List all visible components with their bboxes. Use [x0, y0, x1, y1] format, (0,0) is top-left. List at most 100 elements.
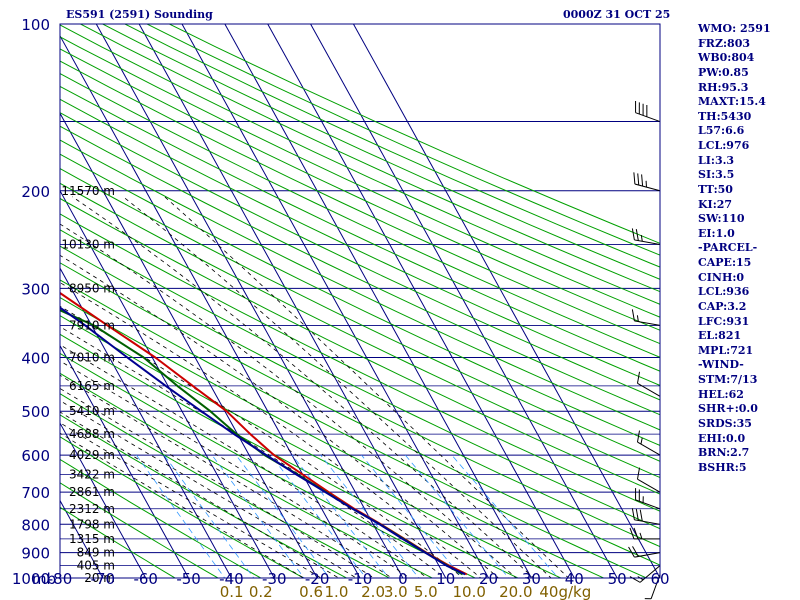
- index-stat: CAPE:15: [698, 256, 752, 269]
- isotherm-grid: [0, 24, 660, 578]
- temperature-tick-label: -60: [133, 570, 158, 588]
- index-stat: SHR+:0.0: [698, 402, 758, 416]
- index-stat: TT:50: [698, 182, 733, 196]
- temperature-tick-label: -10: [348, 570, 373, 588]
- barb-flag: [632, 546, 639, 557]
- barb-flag: [633, 172, 636, 185]
- index-stat: -WIND-: [698, 358, 744, 372]
- dry-adiabat: [60, 414, 348, 578]
- dry-adiabat: [60, 24, 660, 305]
- wind-barb: [636, 467, 661, 493]
- temperature-tick-label: -20: [305, 570, 330, 588]
- temperature-tick-label: 20: [479, 570, 498, 588]
- barb-flag: [635, 508, 639, 521]
- index-stat: TH:5430: [698, 109, 752, 123]
- index-stat: HEL:62: [698, 387, 744, 401]
- barb-flag: [637, 173, 640, 186]
- barb-staff: [637, 382, 661, 397]
- mixing-ratio-label: 20.0: [499, 583, 532, 600]
- barb-flag: [631, 508, 635, 520]
- height-label: 3422 m: [69, 467, 115, 481]
- moist-adiabat: [60, 400, 358, 578]
- dry-adiabat: [60, 315, 562, 578]
- index-stat: SW:110: [698, 212, 745, 226]
- barb-flag: [633, 527, 639, 540]
- index-stat: SRDS:35: [698, 416, 752, 430]
- mixing-ratio-label: 0.1: [220, 583, 244, 600]
- dry-adiabat: [60, 245, 660, 548]
- isotherm-line: [0, 24, 17, 578]
- dry-adiabat: [101, 24, 660, 280]
- moist-adiabat: [60, 387, 375, 578]
- barb-staff: [635, 112, 661, 123]
- barb-half-flag: [636, 315, 639, 322]
- height-label: 20 m: [84, 571, 115, 585]
- height-label: 11570 m: [61, 184, 115, 198]
- dry-adiabat: [60, 482, 219, 578]
- pressure-tick-label: 600: [21, 447, 50, 465]
- moist-adiabat: [164, 196, 570, 578]
- temperature-tick-label: -80: [48, 570, 73, 588]
- dry-adiabat: [60, 458, 262, 578]
- barb-staff: [639, 565, 661, 583]
- barb-flag: [636, 371, 641, 384]
- barb-staff: [635, 499, 661, 510]
- index-stat: BRN:2.7: [698, 446, 750, 460]
- wind-barb: [633, 172, 661, 192]
- index-stat: WB0:804: [698, 51, 755, 65]
- dry-adiabat: [79, 24, 660, 293]
- height-label: 6165 m: [69, 379, 115, 393]
- pressure-tick-label: 200: [21, 183, 50, 201]
- barb-staff: [634, 519, 661, 525]
- moist-adiabat: [60, 360, 411, 578]
- dry-adiabat: [60, 352, 477, 578]
- index-stat: EHI:0.0: [698, 431, 746, 445]
- height-label: 1798 m: [69, 517, 115, 531]
- barb-half-flag: [639, 532, 643, 540]
- barb-flag: [631, 228, 635, 241]
- wind-barb: [635, 488, 661, 510]
- isotherm-line: [60, 344, 190, 578]
- moist-adiabat: [60, 411, 340, 578]
- moist-adiabat: [60, 432, 305, 578]
- wind-barb: [636, 371, 661, 397]
- pressure-tick-label: 300: [21, 280, 50, 298]
- height-label: 7010 m: [69, 351, 115, 365]
- temperature-tick-label: -40: [219, 570, 244, 588]
- pressure-tick-label: 900: [21, 545, 50, 563]
- index-stat: BSHR:5: [698, 460, 747, 474]
- pressure-tick-label: 400: [21, 350, 50, 368]
- height-label: 849 m: [77, 546, 115, 560]
- barb-flag: [639, 509, 643, 522]
- index-stat: CAP:3.2: [698, 299, 747, 313]
- temperature-tick-label: 60: [650, 570, 669, 588]
- barb-flag: [636, 430, 641, 443]
- pressure-tick-label: 1000: [12, 570, 50, 588]
- barb-staff: [634, 320, 661, 326]
- dry-adiabat: [60, 436, 305, 578]
- mixing-ratio-line: [136, 454, 226, 578]
- mixing-ratio-label: 40g/kg: [539, 583, 591, 600]
- barb-flag: [631, 309, 635, 321]
- barb-flag: [629, 527, 635, 540]
- mixing-ratio-line: [270, 454, 367, 578]
- dry-adiabat: [123, 24, 660, 268]
- barb-staff: [634, 239, 661, 245]
- temperature-tick-label: 40: [565, 570, 584, 588]
- chart-title: ES591 (2591) Sounding: [66, 8, 213, 21]
- wind-barb: [631, 228, 661, 245]
- height-label: 8950 m: [69, 281, 115, 295]
- moist-adiabat: [60, 422, 322, 578]
